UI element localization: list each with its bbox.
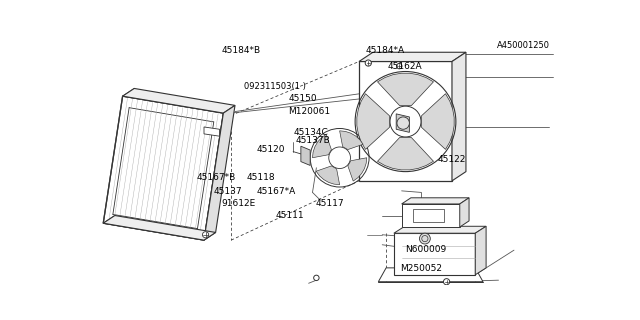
Polygon shape xyxy=(402,198,469,204)
Polygon shape xyxy=(204,105,235,240)
Text: M120061: M120061 xyxy=(289,107,330,116)
Text: 45117: 45117 xyxy=(316,199,344,208)
Circle shape xyxy=(397,117,410,129)
Circle shape xyxy=(419,233,430,244)
Text: 45137: 45137 xyxy=(214,187,243,196)
Polygon shape xyxy=(378,138,433,170)
Polygon shape xyxy=(476,226,486,275)
Polygon shape xyxy=(452,52,466,181)
Circle shape xyxy=(202,232,209,238)
Polygon shape xyxy=(394,233,476,275)
Polygon shape xyxy=(348,158,367,181)
Circle shape xyxy=(397,63,402,69)
Text: A450001250: A450001250 xyxy=(497,41,550,50)
Polygon shape xyxy=(402,204,460,227)
Text: 45150: 45150 xyxy=(289,94,317,103)
Circle shape xyxy=(314,275,319,281)
Polygon shape xyxy=(378,73,433,106)
Text: 45120: 45120 xyxy=(256,145,285,154)
Polygon shape xyxy=(312,134,332,158)
Text: 45137B: 45137B xyxy=(296,136,330,145)
Polygon shape xyxy=(357,94,390,149)
Polygon shape xyxy=(386,268,476,282)
Text: 45134C: 45134C xyxy=(293,128,328,137)
Polygon shape xyxy=(103,96,223,240)
Circle shape xyxy=(365,60,371,66)
Polygon shape xyxy=(359,61,452,181)
Text: N600009: N600009 xyxy=(405,244,446,253)
Circle shape xyxy=(444,279,450,285)
Text: 45167*A: 45167*A xyxy=(256,187,295,196)
Polygon shape xyxy=(394,226,486,233)
Text: M250052: M250052 xyxy=(400,264,442,273)
Text: 45118: 45118 xyxy=(246,173,275,182)
Text: 092311503(1 ): 092311503(1 ) xyxy=(244,82,305,91)
Polygon shape xyxy=(422,94,454,149)
Polygon shape xyxy=(460,198,469,227)
Polygon shape xyxy=(316,166,340,185)
Polygon shape xyxy=(301,146,310,165)
Text: 45162A: 45162A xyxy=(388,62,422,71)
Text: 45122: 45122 xyxy=(437,155,465,164)
Polygon shape xyxy=(340,131,363,149)
Polygon shape xyxy=(204,127,220,136)
Text: 45167*B: 45167*B xyxy=(196,173,236,182)
Text: 45184*A: 45184*A xyxy=(365,46,404,55)
Polygon shape xyxy=(123,88,235,113)
Polygon shape xyxy=(396,114,410,132)
Polygon shape xyxy=(378,268,483,282)
Polygon shape xyxy=(359,52,466,61)
Text: 45111: 45111 xyxy=(276,211,305,220)
Text: 91612E: 91612E xyxy=(221,199,255,208)
Polygon shape xyxy=(103,215,216,240)
Text: 45184*B: 45184*B xyxy=(221,46,260,55)
